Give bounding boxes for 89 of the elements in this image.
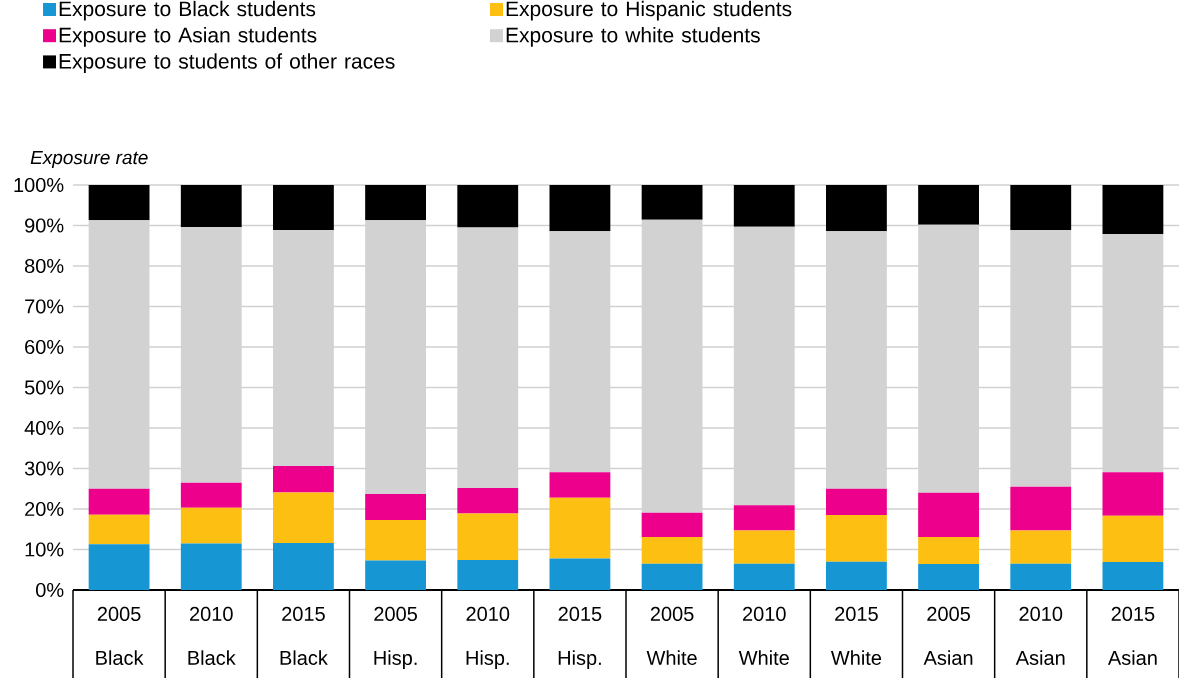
- y-tick-label: 10%: [25, 542, 64, 557]
- y-tick-label: 60%: [25, 339, 64, 355]
- category-label: 2005 Hisp.: [374, 606, 417, 669]
- legend-label: Exposure to students of other races: [59, 53, 395, 73]
- bar: [918, 224, 979, 493]
- y-tick-label: 100%: [14, 177, 64, 193]
- legend-label: Exposure to white students: [506, 27, 760, 47]
- bar: [457, 227, 519, 488]
- y-tick-label: 50%: [24, 380, 64, 395]
- bar: [733, 563, 795, 590]
- bar: [88, 514, 150, 545]
- bar: [549, 472, 611, 498]
- y-axis-title: Exposure rate: [30, 151, 148, 168]
- bar: [273, 184, 334, 230]
- bar: [826, 488, 887, 516]
- bar: [641, 536, 703, 564]
- bar: [457, 487, 519, 514]
- bar: [733, 226, 795, 506]
- bar: [549, 558, 611, 590]
- category-label: 2010 White: [738, 606, 789, 665]
- bar: [549, 497, 611, 559]
- bar: [549, 231, 611, 473]
- bar: [365, 184, 426, 221]
- legend-label: Exposure to Black students: [59, 0, 316, 21]
- legend-label: Exposure to Hispanic students: [506, 0, 792, 21]
- bar: [641, 184, 703, 220]
- bar: [1010, 184, 1072, 230]
- category-label: 2005 Black: [96, 606, 144, 665]
- category-label: 2005 Asian: [923, 606, 973, 665]
- bar: [826, 515, 887, 562]
- y-tick-label: 40%: [24, 420, 64, 436]
- category-label: 2010 Black: [188, 606, 236, 665]
- bar: [180, 184, 242, 228]
- bar: [180, 482, 242, 508]
- bar: [826, 231, 887, 489]
- bar: [549, 184, 611, 232]
- category-label: 2015 Hisp.: [558, 606, 602, 669]
- bar: [1102, 562, 1164, 590]
- y-tick-label: 90%: [25, 218, 64, 233]
- bar: [88, 544, 150, 590]
- bar: [826, 184, 887, 232]
- bar: [273, 543, 334, 590]
- y-tick-label: 80%: [24, 258, 64, 274]
- bar: [918, 536, 979, 565]
- bar: [180, 227, 242, 483]
- y-tick-label: 30%: [24, 461, 64, 476]
- bar: [1102, 472, 1164, 516]
- bar: [733, 184, 795, 227]
- category-label: 2010 Hisp.: [466, 606, 510, 669]
- category-label: 2005 White: [646, 606, 697, 665]
- bar: [365, 519, 426, 561]
- bar: [273, 229, 334, 467]
- bar: [1102, 184, 1164, 234]
- bar: [180, 507, 242, 544]
- bar: [273, 492, 334, 544]
- category-label: 2010 Asian: [1015, 606, 1065, 665]
- bar: [1010, 486, 1072, 531]
- category-label: 2015 Asian: [1107, 606, 1157, 665]
- bar: [457, 513, 519, 561]
- bar: [918, 184, 979, 225]
- bar: [918, 492, 979, 537]
- bar: [180, 543, 242, 590]
- bar: [88, 220, 150, 489]
- bar: [1102, 515, 1164, 563]
- bar: [457, 560, 519, 590]
- bar: [273, 466, 334, 493]
- bar: [641, 563, 703, 590]
- bar: [1010, 563, 1072, 590]
- bar: [918, 564, 979, 590]
- bar: [641, 512, 703, 537]
- bar: [365, 560, 426, 590]
- category-label: 2015 Black: [280, 606, 328, 665]
- bar: [365, 220, 426, 494]
- bar: [457, 184, 519, 228]
- category-label: 2015 White: [830, 606, 882, 665]
- bar: [641, 219, 703, 513]
- y-tick-label: 70%: [25, 299, 64, 314]
- y-tick-label: 0%: [36, 582, 64, 598]
- bar: [1102, 233, 1164, 473]
- bar: [88, 184, 150, 221]
- y-tick-label: 20%: [25, 501, 64, 517]
- bar: [88, 488, 150, 515]
- bar: [1010, 530, 1072, 564]
- bar: [365, 494, 426, 520]
- bar: [733, 530, 795, 564]
- bar: [1010, 229, 1072, 487]
- bar: [826, 561, 887, 590]
- legend-label: Exposure to Asian students: [59, 27, 317, 47]
- bar: [733, 505, 795, 531]
